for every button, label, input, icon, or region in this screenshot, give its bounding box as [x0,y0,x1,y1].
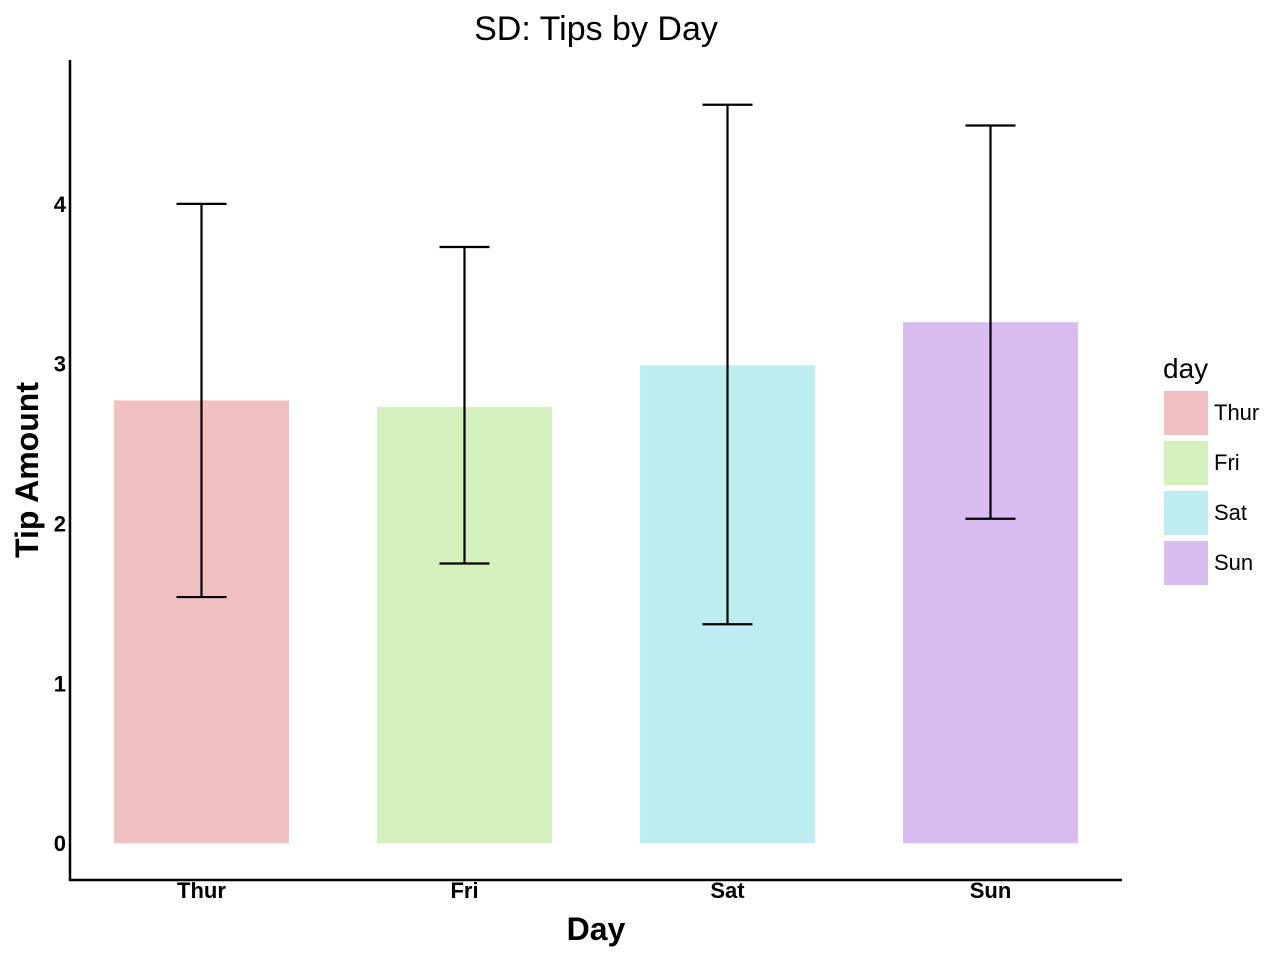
legend-swatch-thur [1164,391,1208,435]
bars-layer [114,322,1078,844]
legend-label: Sat [1214,500,1247,525]
y-tick-label: 0 [54,831,66,856]
legend: day Thur Fri Sat Sun [1163,353,1259,585]
legend-label: Sun [1214,550,1253,575]
y-tick-labels: 0 1 2 3 4 [54,192,67,856]
legend-items: Thur Fri Sat Sun [1164,391,1259,585]
x-tick-label: Sun [970,878,1012,903]
legend-title: day [1163,353,1208,384]
legend-label: Thur [1214,400,1259,425]
error-bars-layer [176,103,1016,626]
chart-title: SD: Tips by Day [474,10,718,48]
x-tick-labels: Thur Fri Sat Sun [177,878,1011,903]
legend-swatch-sat [1164,491,1208,535]
x-tick-label: Sat [710,878,745,903]
legend-swatch-sun [1164,541,1208,585]
x-axis-title: Day [567,911,626,947]
y-tick-label: 1 [54,671,66,696]
legend-label: Fri [1214,450,1240,475]
y-tick-label: 4 [54,192,67,217]
x-tick-label: Fri [450,878,478,903]
y-axis-title: Tip Amount [9,382,45,558]
error-bar-thur [176,202,227,599]
error-bar-fri [439,245,490,565]
x-tick-label: Thur [177,878,226,903]
legend-swatch-fri [1164,441,1208,485]
y-tick-label: 2 [54,512,66,537]
y-tick-label: 3 [54,352,66,377]
error-bar-sat [702,103,753,626]
error-bar-sun [965,124,1016,520]
